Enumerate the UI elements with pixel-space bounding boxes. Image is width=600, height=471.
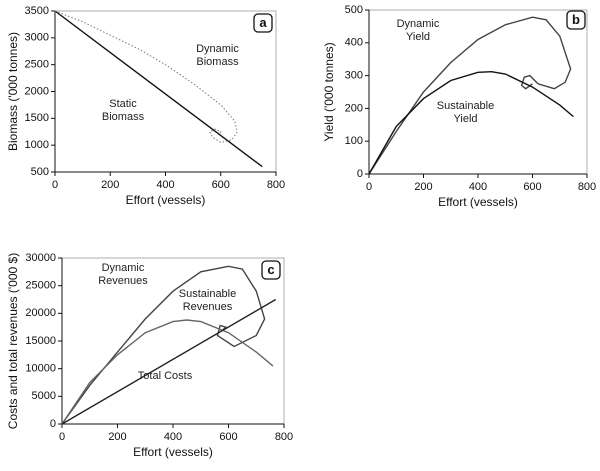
data-line — [368, 70, 574, 175]
data-line — [61, 319, 274, 425]
x-tick-label: 0 — [366, 181, 372, 193]
x-tick-label: 0 — [52, 179, 58, 191]
y-tick-label: 0 — [50, 418, 56, 430]
y-tick-label: 500 — [345, 4, 363, 16]
y-tick-label: 400 — [345, 37, 363, 49]
y-tick-label: 3000 — [25, 32, 49, 44]
series-label: Static Biomass — [101, 98, 145, 123]
x-axis-label: Effort (vessels) — [126, 193, 206, 207]
x-axis-label: Effort (vessels) — [133, 445, 213, 459]
x-tick-label: 800 — [275, 431, 293, 443]
x-tick-label: 800 — [267, 179, 285, 191]
x-tick-label: 400 — [156, 179, 174, 191]
y-tick-label: 15000 — [25, 335, 56, 347]
x-tick-label: 800 — [578, 181, 596, 193]
x-tick-label: 200 — [108, 431, 126, 443]
y-tick-label: 200 — [345, 102, 363, 114]
y-tick-label: 1000 — [25, 139, 49, 151]
y-tick-label: 100 — [345, 135, 363, 147]
x-tick-label: 200 — [414, 181, 432, 193]
x-tick-label: 200 — [101, 179, 119, 191]
panel-tag-box — [253, 13, 273, 33]
y-axis-label: Costs and total revenues ('000 $) — [6, 253, 20, 429]
series-label: Dynamic Yield — [396, 18, 440, 43]
x-axis-label: Effort (vessels) — [438, 195, 518, 209]
y-tick-label: 500 — [31, 166, 49, 178]
y-tick-label: 2500 — [25, 59, 49, 71]
panel-tag-box — [261, 260, 281, 280]
data-line — [54, 10, 238, 144]
x-tick-label: 600 — [212, 179, 230, 191]
series-label: Total Costs — [137, 370, 193, 382]
x-tick-label: 400 — [469, 181, 487, 193]
y-tick-label: 1500 — [25, 112, 49, 124]
x-tick-label: 400 — [164, 431, 182, 443]
series-label: Sustainable Revenues — [178, 288, 237, 313]
panel-tag: b — [572, 12, 580, 27]
y-tick-label: 25000 — [25, 280, 56, 292]
y-tick-label: 0 — [357, 168, 363, 180]
y-tick-label: 2000 — [25, 85, 49, 97]
data-line — [61, 298, 277, 425]
series-label: Dynamic Revenues — [98, 262, 148, 287]
y-tick-label: 3500 — [25, 5, 49, 17]
panel-tag-box — [566, 10, 586, 30]
y-tick-label: 10000 — [25, 363, 56, 375]
y-tick-label: 5000 — [32, 390, 56, 402]
y-tick-label: 20000 — [25, 307, 56, 319]
data-line — [61, 265, 266, 425]
data-line — [368, 16, 572, 175]
y-axis-label: Yield ('000 tonnes) — [322, 42, 336, 141]
x-tick-label: 600 — [523, 181, 541, 193]
series-label: Sustainable Yield — [436, 100, 495, 125]
x-tick-label: 600 — [219, 431, 237, 443]
panel-tag: c — [267, 262, 274, 277]
y-axis-label: Biomass ('000 tonnes) — [6, 32, 20, 151]
y-tick-label: 30000 — [25, 252, 56, 264]
series-label: Dynamic Biomass — [196, 43, 239, 68]
x-tick-label: 0 — [59, 431, 65, 443]
data-line — [54, 10, 263, 168]
y-tick-label: 300 — [345, 70, 363, 82]
panel-tag: a — [259, 15, 267, 30]
